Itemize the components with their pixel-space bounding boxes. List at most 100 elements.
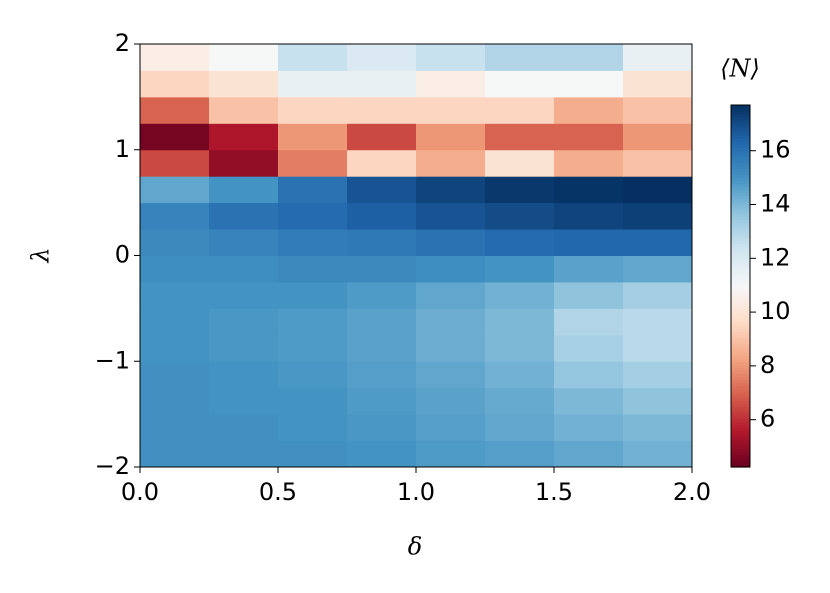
heatmap-cell: [140, 176, 210, 204]
colorbar-segment: [731, 138, 750, 142]
colorbar-segment: [731, 292, 750, 296]
heatmap-cell: [347, 70, 417, 98]
heatmap-cell: [278, 176, 348, 204]
colorbar-segment: [731, 264, 750, 269]
colorbar-segment: [731, 273, 750, 278]
heatmap-cell: [140, 149, 210, 177]
colorbar-segment: [731, 153, 750, 157]
colorbar-segment: [731, 418, 750, 423]
heatmap-cell: [347, 96, 417, 124]
heatmap-cell: [347, 387, 417, 415]
heatmap-cell: [485, 96, 555, 124]
colorbar-segment: [731, 270, 750, 275]
heatmap-cell: [347, 176, 417, 204]
heatmap-cell: [623, 70, 693, 98]
colorbar-segment: [731, 439, 750, 444]
heatmap-cell: [347, 334, 417, 362]
x-tick-label: 2.0: [673, 478, 711, 506]
colorbar-segment: [731, 168, 750, 172]
heatmap-cell: [209, 440, 279, 468]
x-tick-label: 1.5: [535, 478, 573, 506]
heatmap-cell: [140, 414, 210, 442]
heatmap-cell: [209, 96, 279, 124]
heatmap-cell: [278, 334, 348, 362]
heatmap-cell: [554, 149, 624, 177]
heatmap-cell: [416, 440, 486, 468]
heatmap-cell: [623, 440, 693, 468]
heatmap-cell: [209, 361, 279, 389]
colorbar-segment: [731, 216, 750, 221]
colorbar-segment: [731, 129, 750, 133]
colorbar-segment: [731, 295, 750, 299]
heatmap-cell: [623, 229, 693, 256]
colorbar-segment: [731, 313, 750, 317]
colorbar-tick-label: 10: [760, 297, 791, 325]
colorbar-segment: [731, 400, 750, 405]
colorbar-segment: [731, 415, 750, 420]
colorbar-segment: [731, 279, 750, 284]
heatmap-cell: [278, 229, 348, 256]
colorbar-segment: [731, 243, 750, 248]
colorbar-segment: [731, 394, 750, 399]
colorbar-segment: [731, 177, 750, 182]
heatmap-cell: [485, 334, 555, 362]
colorbar-segment: [731, 451, 750, 456]
colorbar-tick-label: 14: [760, 190, 791, 218]
heatmap-cell: [416, 334, 486, 362]
colorbar-segment: [731, 159, 750, 163]
heatmap-cell: [623, 308, 693, 336]
heatmap-cell: [554, 387, 624, 415]
colorbar-segment: [731, 189, 750, 194]
heatmap-cell: [278, 44, 348, 71]
colorbar-segment: [731, 301, 750, 305]
heatmap-cell: [140, 361, 210, 389]
heatmap-cell: [347, 229, 417, 256]
heatmap-cell: [140, 440, 210, 468]
colorbar-segment: [731, 376, 750, 381]
colorbar-segment: [731, 436, 750, 441]
colorbar-segment: [731, 261, 750, 266]
heatmap-cell: [485, 44, 555, 71]
heatmap-cell: [554, 308, 624, 336]
colorbar-segment: [731, 120, 750, 124]
colorbar-segment: [731, 445, 750, 450]
heatmap-cell: [623, 334, 693, 362]
heatmap-cell: [485, 229, 555, 256]
colorbar-tick-label: 16: [760, 136, 791, 164]
colorbar-segment: [731, 249, 750, 254]
heatmap-cell: [347, 414, 417, 442]
heatmap-cell: [278, 440, 348, 468]
colorbar-segment: [731, 352, 750, 356]
colorbar-segment: [731, 213, 750, 218]
heatmap-cell: [416, 96, 486, 124]
heatmap-cell: [209, 70, 279, 98]
heatmap-cell: [278, 123, 348, 151]
heatmap-cell: [416, 123, 486, 151]
heatmap-cell: [485, 387, 555, 415]
heatmap-cell: [140, 44, 210, 71]
heatmap-cell: [278, 387, 348, 415]
y-tick-label: −2: [95, 452, 130, 480]
colorbar-segment: [731, 219, 750, 224]
colorbar-segment: [731, 421, 750, 426]
colorbar-segment: [731, 201, 750, 206]
colorbar-segment: [731, 144, 750, 148]
colorbar-segment: [731, 207, 750, 212]
colorbar-segment: [731, 361, 750, 366]
colorbar-segment: [731, 349, 750, 353]
heatmap-cell: [209, 281, 279, 309]
colorbar-segment: [731, 391, 750, 396]
colorbar-segment: [731, 174, 750, 178]
heatmap-cell: [209, 176, 279, 204]
colorbar-segment: [731, 406, 750, 411]
colorbar-segment: [731, 186, 750, 191]
colorbar-segment: [731, 346, 750, 350]
heatmap-cell: [554, 440, 624, 468]
heatmap-cell: [347, 202, 417, 230]
colorbar-segment: [731, 334, 750, 338]
heatmap-cell: [485, 176, 555, 204]
colorbar-segment: [731, 222, 750, 227]
colorbar-segment: [731, 183, 750, 188]
heatmap-cell: [347, 361, 417, 389]
colorbar-segment: [731, 427, 750, 432]
